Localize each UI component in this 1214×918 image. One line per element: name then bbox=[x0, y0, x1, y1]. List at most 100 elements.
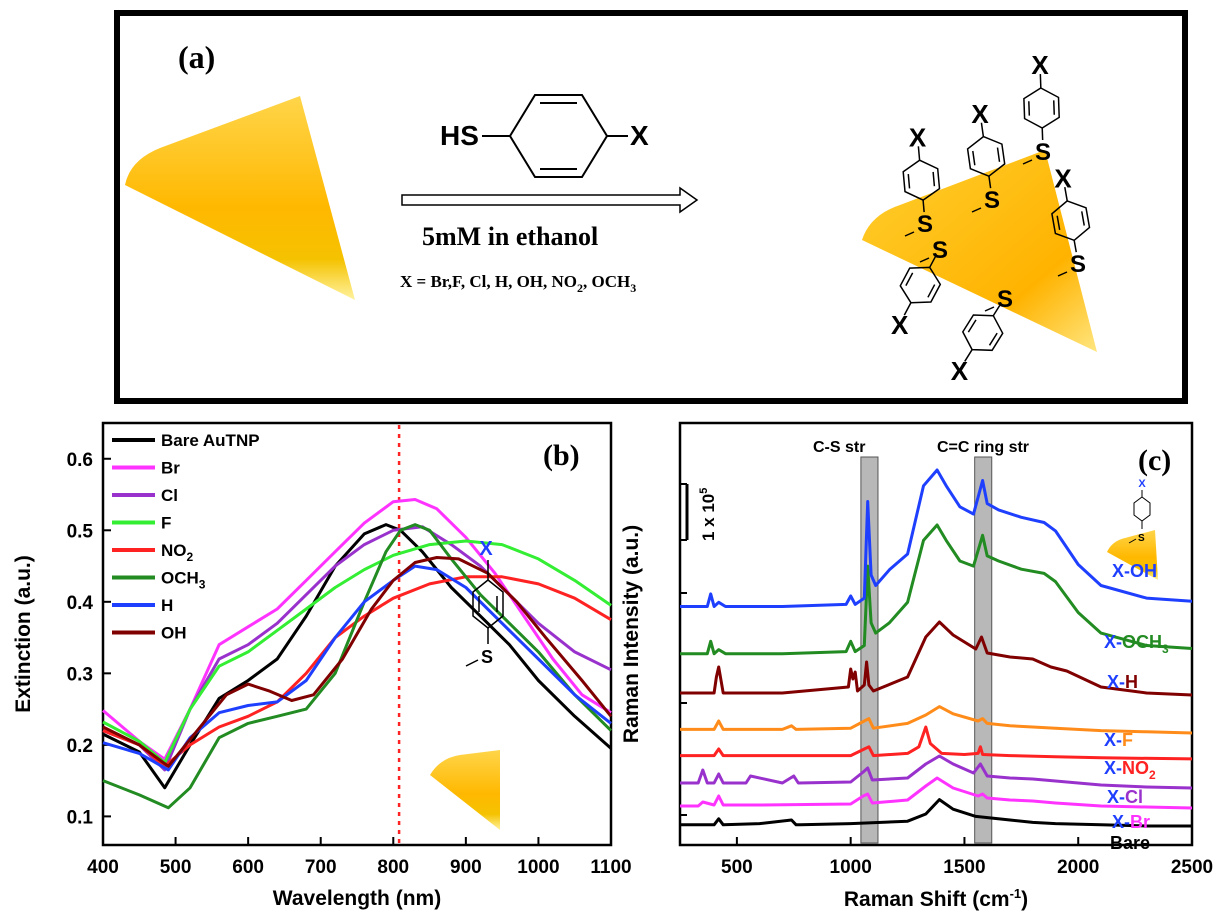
x-tick-label: 1000 bbox=[517, 857, 559, 878]
spectrum-label: X-F bbox=[1104, 730, 1133, 750]
ligand-s-text: S bbox=[917, 211, 933, 238]
ligand-4: XS bbox=[1051, 163, 1091, 278]
reagent-x-text: X bbox=[630, 120, 649, 151]
ligand-x-text: X bbox=[909, 122, 927, 152]
ligand-1: XS bbox=[902, 122, 941, 238]
x-tick-label: 1100 bbox=[590, 857, 631, 878]
panel-b-legend: Bare AuTNP Br Cl F NO2 OCH3 H OH bbox=[112, 431, 260, 643]
legend-label: NO2 bbox=[161, 541, 194, 564]
ligand-x-text: X bbox=[1031, 50, 1049, 80]
panel-c-series bbox=[680, 468, 1193, 828]
ligand-6: XS bbox=[951, 286, 1013, 386]
legend-label: OH bbox=[161, 624, 187, 643]
panel-c-x-axis-label: Raman Shift (cm-1) bbox=[844, 886, 1028, 911]
legend-label: Br bbox=[161, 459, 180, 478]
x-tick-label: 500 bbox=[160, 857, 192, 878]
gold-nanoprism-icon bbox=[125, 96, 355, 300]
y-tick-label: 0.5 bbox=[67, 521, 94, 542]
panel-b: 400 500 600 700 800 900 1000 1100 0.1 0.2 0.3 0.4 0.… bbox=[12, 421, 632, 910]
ligand-x-text: X bbox=[891, 310, 909, 340]
band-label-cs: C-S str bbox=[813, 439, 865, 456]
ligand-3: XS bbox=[1022, 50, 1060, 166]
band-label-cc: C=C ring str bbox=[937, 439, 1029, 456]
legend-label: F bbox=[161, 514, 171, 533]
ligand-x-text: X bbox=[951, 356, 969, 386]
x-tick-label: 1000 bbox=[830, 857, 872, 878]
x-tick-label: 800 bbox=[377, 857, 409, 878]
spectrum-label: X-OH bbox=[1112, 561, 1157, 581]
substituents-text: X = Br,F, Cl, H, OH, NO2, OCH3 bbox=[400, 272, 636, 295]
panel-b-inset-s-text: S bbox=[481, 647, 493, 667]
panel-b-inset-x-text: X bbox=[479, 538, 493, 560]
x-tick-label: 500 bbox=[721, 857, 753, 878]
spectrum-label: X-H bbox=[1107, 672, 1138, 692]
ligand-x-text: X bbox=[1054, 163, 1072, 193]
x-tick-label: 1500 bbox=[943, 857, 985, 878]
ligand-s-text: S bbox=[997, 286, 1013, 313]
condition-text: 5mM in ethanol bbox=[422, 222, 598, 251]
y-tick-label: 0.1 bbox=[67, 807, 94, 828]
panel-b-y-axis-label: Extinction (a.u.) bbox=[12, 555, 35, 713]
y-tick-label: 0.2 bbox=[67, 736, 93, 757]
legend-label: H bbox=[161, 596, 173, 615]
spectrum-label: Bare bbox=[1110, 833, 1150, 853]
ligand-s-text: S bbox=[932, 237, 948, 264]
ligand-2: XS bbox=[966, 99, 1006, 214]
x-tick-label: 2000 bbox=[1057, 857, 1099, 878]
spectrum-line-oh bbox=[680, 468, 1193, 608]
legend-label: OCH3 bbox=[161, 569, 206, 592]
spectrum-label: X-Cl bbox=[1107, 787, 1143, 807]
panel-a-label: (a) bbox=[178, 39, 215, 75]
functionalized-nanoprism-icon bbox=[862, 150, 1097, 352]
panel-a: (a) HS X 5mM in ethanol X = Br,F, Cl, H,… bbox=[114, 10, 1188, 404]
spectrum-line-br bbox=[680, 776, 1193, 810]
series-line-oh bbox=[102, 556, 613, 768]
panel-b-axes: 400 500 600 700 800 900 1000 1100 0.1 0.2 0.3 0.4 0.… bbox=[67, 450, 632, 878]
panel-b-label: (b) bbox=[543, 439, 580, 472]
ligand-x-text: X bbox=[971, 99, 989, 129]
panel-c-y-axis-label: Raman Intensity (a.u.) bbox=[620, 525, 643, 743]
spectrum-label: X-Br bbox=[1112, 812, 1150, 832]
shaded-band bbox=[974, 456, 993, 844]
legend-label: Bare AuTNP bbox=[161, 431, 260, 450]
spectrum-line-no2 bbox=[680, 725, 1193, 761]
spectrum-line-cl bbox=[680, 754, 1193, 790]
x-tick-label: 600 bbox=[232, 857, 264, 878]
panel-b-series bbox=[102, 498, 613, 810]
x-tick-label: 900 bbox=[450, 857, 482, 878]
spectrum-line-bare bbox=[680, 798, 1192, 828]
panel-c-inset-x-text: X bbox=[1138, 478, 1146, 490]
y-tick-label: 0.6 bbox=[67, 450, 93, 471]
panel-b-x-axis-label: Wavelength (nm) bbox=[273, 887, 441, 910]
panel-b-inset-icon: X S bbox=[430, 538, 504, 830]
spectrum-label: X-OCH3 bbox=[1104, 632, 1169, 656]
series-line-f bbox=[102, 539, 612, 765]
ligand-s-text: S bbox=[1070, 251, 1086, 278]
ligand-s-text: S bbox=[1035, 139, 1051, 166]
thiophenol-structure: HS X bbox=[440, 94, 649, 178]
x-tick-label: 400 bbox=[87, 857, 119, 878]
y-tick-label: 0.3 bbox=[67, 664, 93, 685]
y-tick-label: 0.4 bbox=[67, 593, 94, 614]
panel-c-inset-icon: X S bbox=[1107, 478, 1158, 580]
reagent-hs-text: HS bbox=[440, 120, 479, 151]
series-line-och3 bbox=[102, 523, 613, 810]
panel-c: 500 1000 1500 2000 2500 C-S str C=C ring str… bbox=[620, 421, 1213, 911]
spectrum-line-h bbox=[680, 620, 1193, 697]
x-tick-label: 700 bbox=[305, 857, 337, 878]
ligand-5: XS bbox=[891, 237, 948, 340]
panel-c-label: (c) bbox=[1138, 444, 1171, 477]
scale-bar-label: 1 x 105 bbox=[698, 488, 718, 541]
legend-label: Cl bbox=[161, 486, 178, 505]
reaction-arrow-icon bbox=[401, 186, 699, 214]
x-tick-label: 2500 bbox=[1171, 857, 1213, 878]
spectrum-line-f bbox=[680, 705, 1193, 735]
panel-c-axes: 500 1000 1500 2000 2500 bbox=[680, 483, 1213, 878]
panel-c-inset-s-text: S bbox=[1138, 533, 1145, 544]
ligand-s-text: S bbox=[984, 187, 1000, 214]
spectrum-line-och3 bbox=[680, 523, 1193, 656]
spectrum-label: X-NO2 bbox=[1104, 758, 1156, 782]
